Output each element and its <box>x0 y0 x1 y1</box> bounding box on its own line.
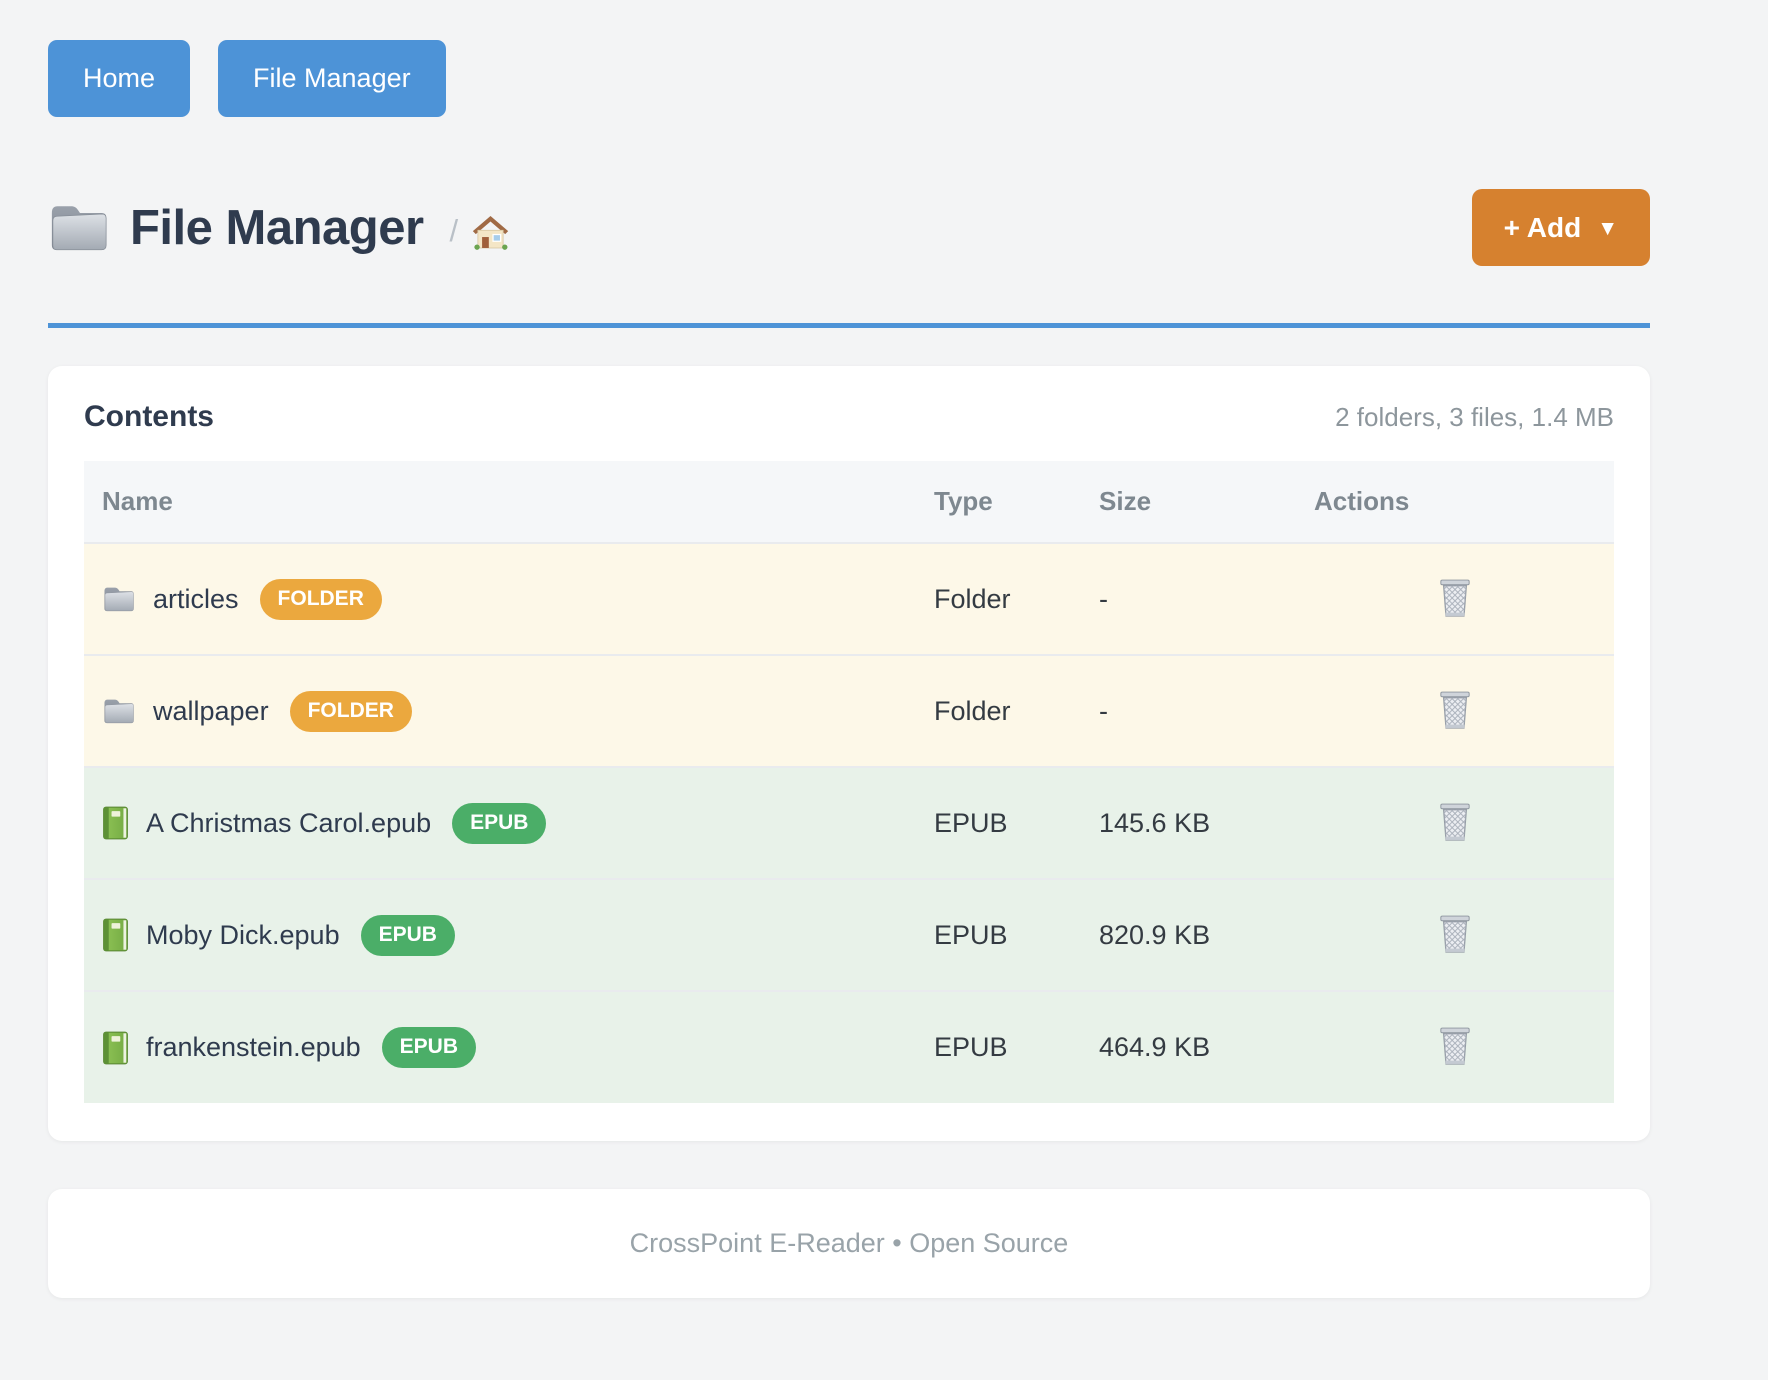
file-name[interactable]: wallpaper <box>153 695 269 726</box>
delete-button[interactable] <box>1434 686 1476 734</box>
book-icon <box>102 1030 129 1066</box>
file-table: Name Type Size Actions <box>84 461 1614 1103</box>
size-cell: 820.9 KB <box>1081 878 1296 991</box>
nav-home-button[interactable]: Home <box>48 40 191 117</box>
trash-icon <box>1438 578 1472 618</box>
table-row[interactable]: articles FOLDER Folder - <box>84 542 1614 655</box>
breadcrumb-separator: / <box>449 212 459 248</box>
folder-icon <box>102 585 136 613</box>
column-header-actions: Actions <box>1296 461 1614 543</box>
type-badge: FOLDER <box>289 690 412 732</box>
size-cell: - <box>1081 542 1296 655</box>
name-wrap: A Christmas Carol.epub EPUB <box>102 802 898 844</box>
file-table-body: articles FOLDER Folder - <box>84 542 1614 1103</box>
type-badge: EPUB <box>381 1027 477 1068</box>
type-cell: EPUB <box>916 990 1081 1103</box>
file-name[interactable]: frankenstein.epub <box>146 1032 361 1062</box>
trash-icon <box>1438 914 1472 954</box>
size-cell: 145.6 KB <box>1081 766 1296 879</box>
contents-card: Contents 2 folders, 3 files, 1.4 MB Name… <box>48 366 1650 1141</box>
top-nav: Home File Manager <box>48 40 1650 117</box>
delete-button[interactable] <box>1434 910 1476 958</box>
footer-card: CrossPoint E-Reader • Open Source <box>48 1189 1650 1298</box>
name-wrap: Moby Dick.epub EPUB <box>102 914 898 956</box>
type-badge: EPUB <box>452 802 547 844</box>
type-cell: Folder <box>916 542 1081 655</box>
file-name[interactable]: articles <box>153 583 239 614</box>
size-cell: 464.9 KB <box>1081 990 1296 1103</box>
file-name[interactable]: A Christmas Carol.epub <box>146 807 432 838</box>
delete-button[interactable] <box>1434 574 1476 622</box>
folder-icon <box>51 206 107 251</box>
chevron-down-icon: ▼ <box>1597 217 1618 240</box>
title-divider <box>48 323 1650 328</box>
column-header-name: Name <box>84 461 916 543</box>
book-icon <box>102 805 129 841</box>
type-cell: EPUB <box>916 878 1081 991</box>
name-wrap: articles FOLDER <box>102 578 898 620</box>
type-cell: Folder <box>916 654 1081 767</box>
page: Home File Manager File Manager / + Add ▼ <box>48 40 1650 1298</box>
size-cell: - <box>1081 654 1296 767</box>
folder-icon <box>102 697 136 725</box>
trash-icon <box>1438 1026 1472 1066</box>
type-cell: EPUB <box>916 766 1081 879</box>
delete-button[interactable] <box>1434 798 1476 846</box>
contents-title: Contents <box>84 400 214 433</box>
column-header-size: Size <box>1081 461 1296 543</box>
delete-button[interactable] <box>1434 1022 1476 1070</box>
add-button-label: + Add <box>1503 211 1582 243</box>
column-header-type: Type <box>916 461 1081 543</box>
home-icon[interactable] <box>472 214 509 250</box>
contents-card-header: Contents 2 folders, 3 files, 1.4 MB <box>84 400 1614 434</box>
table-row[interactable]: frankenstein.epub EPUB EPUB 464.9 KB <box>84 990 1614 1103</box>
type-badge: EPUB <box>360 914 455 956</box>
footer-text: CrossPoint E-Reader • Open Source <box>629 1228 1069 1258</box>
file-name[interactable]: Moby Dick.epub <box>146 919 340 950</box>
name-wrap: wallpaper FOLDER <box>102 690 898 732</box>
table-header-row: Name Type Size Actions <box>84 461 1614 543</box>
nav-file-manager-button[interactable]: File Manager <box>218 40 446 117</box>
add-button[interactable]: + Add ▼ <box>1471 189 1650 266</box>
contents-summary: 2 folders, 3 files, 1.4 MB <box>1335 402 1614 432</box>
table-row[interactable]: Moby Dick.epub EPUB EPUB 820.9 KB <box>84 878 1614 991</box>
trash-icon <box>1438 690 1472 730</box>
table-row[interactable]: wallpaper FOLDER Folder - <box>84 654 1614 767</box>
name-wrap: frankenstein.epub EPUB <box>102 1027 898 1068</box>
page-title: File Manager <box>130 200 424 255</box>
type-badge: FOLDER <box>259 578 382 620</box>
table-row[interactable]: A Christmas Carol.epub EPUB EPUB 145.6 K… <box>84 766 1614 879</box>
book-icon <box>102 917 129 953</box>
trash-icon <box>1438 802 1472 842</box>
page-header: File Manager / + Add ▼ <box>48 189 1650 266</box>
title-wrap: File Manager / <box>48 200 509 256</box>
